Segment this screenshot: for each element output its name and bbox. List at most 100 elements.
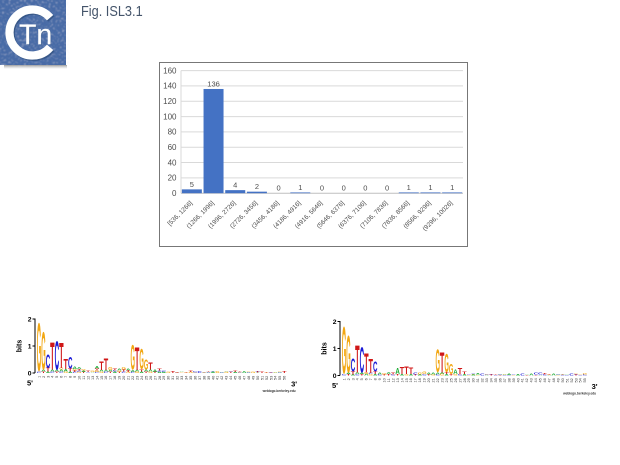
- svg-text:55: 55: [583, 378, 587, 382]
- svg-text:T: T: [498, 375, 504, 376]
- svg-text:A: A: [485, 375, 491, 376]
- svg-text:G: G: [583, 373, 587, 375]
- svg-text:G: G: [135, 371, 140, 374]
- svg-text:2: 2: [347, 378, 351, 380]
- svg-text:34: 34: [490, 378, 494, 382]
- svg-text:45: 45: [539, 378, 543, 382]
- svg-text:A: A: [202, 372, 208, 373]
- svg-text:5': 5': [27, 379, 33, 388]
- svg-text:G: G: [435, 343, 439, 379]
- svg-text:G: G: [382, 373, 387, 375]
- svg-text:32: 32: [176, 376, 180, 380]
- svg-text:C: C: [162, 371, 167, 373]
- svg-text:G: G: [139, 344, 143, 376]
- svg-text:25: 25: [449, 378, 453, 382]
- svg-text:T: T: [171, 371, 176, 374]
- svg-text:T: T: [369, 355, 374, 378]
- svg-text:G: G: [346, 324, 350, 383]
- svg-text:C: C: [175, 372, 181, 373]
- svg-text:T: T: [41, 372, 46, 374]
- svg-text:60: 60: [168, 143, 177, 152]
- svg-text:120: 120: [163, 97, 177, 106]
- svg-text:A: A: [148, 369, 153, 373]
- svg-text:51: 51: [260, 376, 264, 380]
- svg-text:G: G: [440, 373, 445, 376]
- svg-text:T: T: [188, 371, 194, 373]
- svg-text:44: 44: [534, 378, 538, 382]
- svg-text:0: 0: [172, 189, 177, 198]
- svg-text:G: G: [453, 374, 458, 376]
- svg-text:T: T: [157, 369, 162, 372]
- svg-text:36: 36: [193, 376, 197, 380]
- svg-text:G: G: [476, 374, 480, 375]
- svg-text:16: 16: [409, 378, 413, 382]
- svg-text:C: C: [507, 375, 513, 376]
- svg-text:T: T: [255, 371, 260, 373]
- svg-text:9: 9: [73, 376, 77, 378]
- svg-text:A: A: [180, 371, 186, 372]
- svg-text:A: A: [351, 374, 356, 376]
- svg-text:G: G: [126, 372, 130, 374]
- svg-text:1: 1: [37, 376, 41, 378]
- svg-text:31: 31: [171, 376, 175, 380]
- svg-text:A: A: [41, 370, 46, 373]
- svg-text:C: C: [351, 355, 356, 375]
- svg-text:40: 40: [168, 158, 177, 167]
- svg-text:G: G: [511, 374, 515, 375]
- svg-text:25: 25: [144, 376, 148, 380]
- svg-text:C: C: [534, 372, 539, 375]
- svg-text:G: G: [166, 371, 171, 373]
- svg-text:A: A: [46, 371, 51, 373]
- svg-text:29: 29: [162, 376, 166, 380]
- svg-text:C: C: [206, 372, 212, 373]
- svg-text:G: G: [251, 371, 256, 373]
- svg-text:C: C: [130, 372, 135, 374]
- svg-text:13: 13: [396, 378, 400, 382]
- svg-text:T: T: [346, 374, 351, 376]
- svg-text:C: C: [104, 371, 109, 373]
- svg-text:T: T: [413, 374, 419, 376]
- svg-text:27: 27: [458, 378, 462, 382]
- svg-text:5': 5': [332, 381, 338, 390]
- svg-text:C: C: [255, 371, 261, 372]
- svg-text:T: T: [72, 370, 77, 373]
- svg-text:A: A: [220, 372, 226, 373]
- svg-text:G: G: [64, 371, 69, 373]
- svg-text:T: T: [351, 372, 356, 376]
- svg-text:G: G: [444, 349, 448, 378]
- svg-text:A: A: [95, 366, 100, 371]
- svg-text:41: 41: [521, 378, 525, 382]
- svg-text:18: 18: [113, 376, 117, 380]
- svg-text:T: T: [59, 335, 64, 377]
- svg-text:2: 2: [255, 182, 259, 191]
- svg-text:T: T: [77, 369, 82, 371]
- svg-text:22: 22: [131, 376, 135, 380]
- svg-text:C: C: [59, 371, 64, 373]
- svg-text:47: 47: [242, 376, 246, 380]
- svg-text:10: 10: [382, 378, 386, 382]
- svg-text:A: A: [162, 372, 168, 374]
- svg-text:T: T: [560, 374, 566, 375]
- svg-text:C: C: [77, 370, 82, 372]
- svg-text:1: 1: [298, 183, 302, 192]
- svg-text:C: C: [413, 372, 418, 376]
- svg-text:G: G: [59, 367, 64, 370]
- svg-text:47: 47: [547, 378, 551, 382]
- svg-text:A: A: [99, 369, 104, 372]
- svg-text:T: T: [458, 365, 463, 376]
- svg-text:T: T: [391, 373, 396, 376]
- svg-text:T: T: [489, 374, 495, 376]
- svg-text:G: G: [144, 358, 148, 374]
- svg-text:G: G: [99, 371, 104, 373]
- svg-text:33: 33: [485, 378, 489, 382]
- svg-text:37: 37: [503, 378, 507, 382]
- svg-text:12: 12: [86, 376, 90, 380]
- svg-text:A: A: [502, 374, 508, 375]
- svg-text:A: A: [409, 374, 414, 376]
- svg-text:A: A: [242, 371, 247, 374]
- svg-text:A: A: [444, 374, 449, 376]
- svg-text:38: 38: [202, 376, 206, 380]
- svg-text:C: C: [520, 373, 525, 377]
- svg-text:1: 1: [428, 183, 432, 192]
- svg-text:A: A: [224, 372, 230, 373]
